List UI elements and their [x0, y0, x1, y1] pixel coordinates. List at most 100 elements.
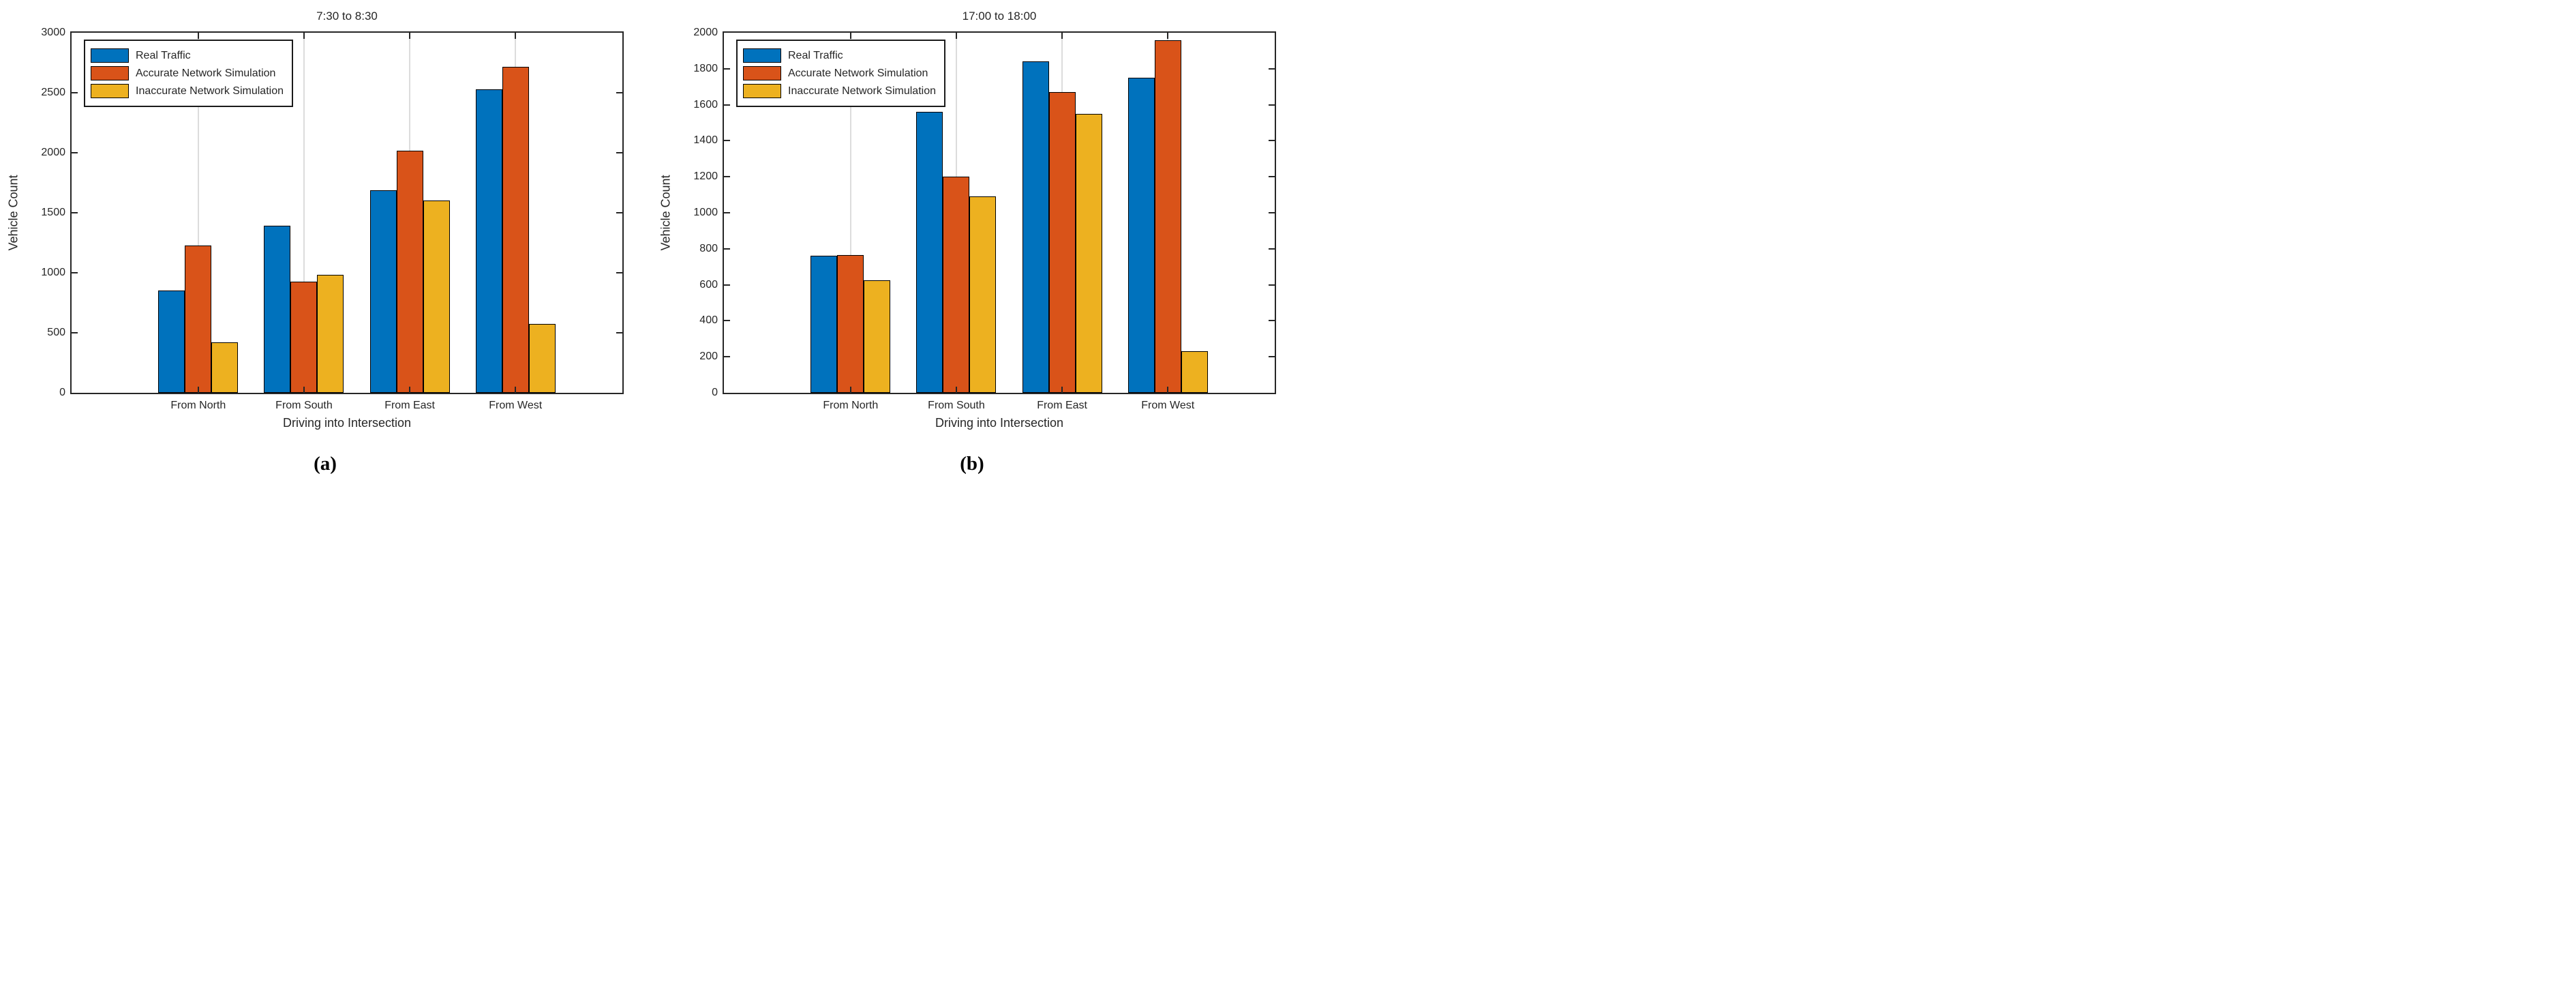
bar-accurate-network-simulation-from-west	[502, 67, 529, 393]
y-axis-label-a: Vehicle Count	[6, 175, 20, 251]
y-tick-left	[724, 104, 730, 106]
bar-inaccurate-network-simulation-from-east	[1075, 113, 1102, 393]
y-tick-label: 3000	[41, 27, 65, 38]
bar-accurate-network-simulation-from-north	[185, 245, 212, 393]
bar-real-traffic-from-north	[158, 291, 185, 393]
category-gridline	[197, 33, 199, 393]
x-tick-bottom	[515, 387, 517, 393]
bar-real-traffic-from-west	[475, 89, 502, 393]
y-tick-left	[72, 332, 78, 333]
x-tick-top	[1167, 33, 1169, 39]
x-tick-top	[1061, 33, 1063, 39]
x-tick-bottom	[1167, 387, 1169, 393]
bar-real-traffic-from-west	[1127, 78, 1155, 393]
y-tick-left	[724, 320, 730, 322]
y-tick-label: 400	[699, 314, 718, 327]
chart-title-a: 7:30 to 8:30	[316, 10, 378, 23]
bar-accurate-network-simulation-from-south	[290, 282, 318, 393]
y-tick-right	[1269, 320, 1275, 322]
y-tick-right	[616, 272, 622, 273]
legend-swatch-real-traffic	[743, 48, 781, 63]
legend-swatch-accurate-network-simulation	[91, 66, 129, 80]
y-tick-right	[616, 92, 622, 93]
y-tick-left	[72, 272, 78, 273]
bar-inaccurate-network-simulation-from-west	[528, 323, 556, 393]
y-tick-right	[1269, 284, 1275, 286]
y-tick-label: 1800	[693, 62, 718, 74]
y-tick-right	[1269, 68, 1275, 70]
y-tick-label: 1500	[41, 207, 65, 218]
x-tick-top	[197, 33, 199, 39]
bar-inaccurate-network-simulation-from-east	[423, 200, 450, 393]
bar-accurate-network-simulation-from-north	[837, 255, 864, 393]
subfigure-label-b: (b)	[960, 453, 984, 475]
bar-accurate-network-simulation-from-west	[1154, 40, 1181, 393]
y-tick-right	[1269, 356, 1275, 358]
y-tick-label: 200	[699, 351, 718, 363]
x-tick-bottom	[409, 387, 411, 393]
y-tick-right	[1269, 248, 1275, 250]
y-tick-right	[616, 332, 622, 333]
bar-real-traffic-from-south	[264, 226, 291, 393]
bar-inaccurate-network-simulation-from-west	[1181, 351, 1208, 393]
y-tick-label: 1000	[41, 267, 65, 278]
y-tick-left	[724, 248, 730, 250]
bar-inaccurate-network-simulation-from-south	[969, 196, 997, 393]
y-tick-label: 0	[712, 387, 718, 398]
category-gridline	[849, 33, 851, 393]
figure: 7:30 to 8:30 Vehicle Count Driving into …	[0, 0, 1288, 498]
category-label-from-north: From North	[823, 400, 879, 411]
x-tick-bottom	[197, 387, 199, 393]
y-tick-label: 500	[47, 327, 65, 338]
chart-title-b: 17:00 to 18:00	[962, 10, 1037, 23]
y-tick-left	[724, 212, 730, 213]
y-tick-label: 1400	[693, 134, 718, 147]
legend-swatch-real-traffic	[91, 48, 129, 63]
y-tick-label: 1000	[693, 207, 718, 218]
category-label-from-west: From West	[489, 400, 543, 411]
bar-inaccurate-network-simulation-from-south	[317, 274, 344, 393]
y-tick-right	[1269, 176, 1275, 178]
category-label-from-east: From East	[1037, 400, 1087, 411]
y-tick-label: 1600	[693, 98, 718, 110]
y-tick-label: 2500	[41, 87, 65, 98]
bar-inaccurate-network-simulation-from-north	[864, 280, 891, 393]
bar-real-traffic-from-north	[810, 256, 838, 393]
x-tick-top	[955, 33, 957, 39]
legend-item: Inaccurate Network Simulation	[743, 84, 936, 98]
y-tick-label: 600	[699, 278, 718, 291]
legend-label: Real Traffic	[788, 49, 843, 61]
legend-a: Real Traffic Accurate Network Simulation…	[84, 40, 293, 107]
y-tick-left	[724, 140, 730, 142]
x-tick-bottom	[303, 387, 305, 393]
legend-swatch-accurate-network-simulation	[743, 66, 781, 80]
bar-inaccurate-network-simulation-from-north	[211, 342, 239, 393]
y-tick-left	[724, 68, 730, 70]
y-tick-label: 0	[59, 387, 65, 398]
x-axis-label-b: Driving into Intersection	[935, 416, 1064, 430]
y-tick-left	[72, 152, 78, 153]
category-label-from-north: From North	[170, 400, 226, 411]
legend-label: Inaccurate Network Simulation	[788, 85, 936, 97]
legend-item: Inaccurate Network Simulation	[91, 84, 284, 98]
legend-item: Accurate Network Simulation	[91, 66, 284, 80]
x-tick-bottom	[849, 387, 851, 393]
x-axis-label-a: Driving into Intersection	[282, 416, 412, 430]
subfigure-label-a: (a)	[314, 453, 337, 475]
category-label-from-south: From South	[928, 400, 985, 411]
legend-swatch-inaccurate-network-simulation	[91, 84, 129, 98]
y-tick-left	[724, 356, 730, 358]
y-tick-left	[724, 284, 730, 286]
bar-real-traffic-from-east	[369, 190, 397, 393]
x-tick-top	[515, 33, 517, 39]
y-tick-label: 2000	[41, 147, 65, 158]
x-tick-top	[409, 33, 411, 39]
legend-swatch-inaccurate-network-simulation	[743, 84, 781, 98]
bar-accurate-network-simulation-from-east	[396, 151, 423, 393]
category-label-from-south: From South	[275, 400, 333, 411]
x-tick-top	[849, 33, 851, 39]
bar-real-traffic-from-east	[1022, 61, 1049, 393]
legend-label: Accurate Network Simulation	[136, 67, 276, 79]
y-tick-left	[72, 92, 78, 93]
bar-accurate-network-simulation-from-east	[1048, 92, 1076, 393]
